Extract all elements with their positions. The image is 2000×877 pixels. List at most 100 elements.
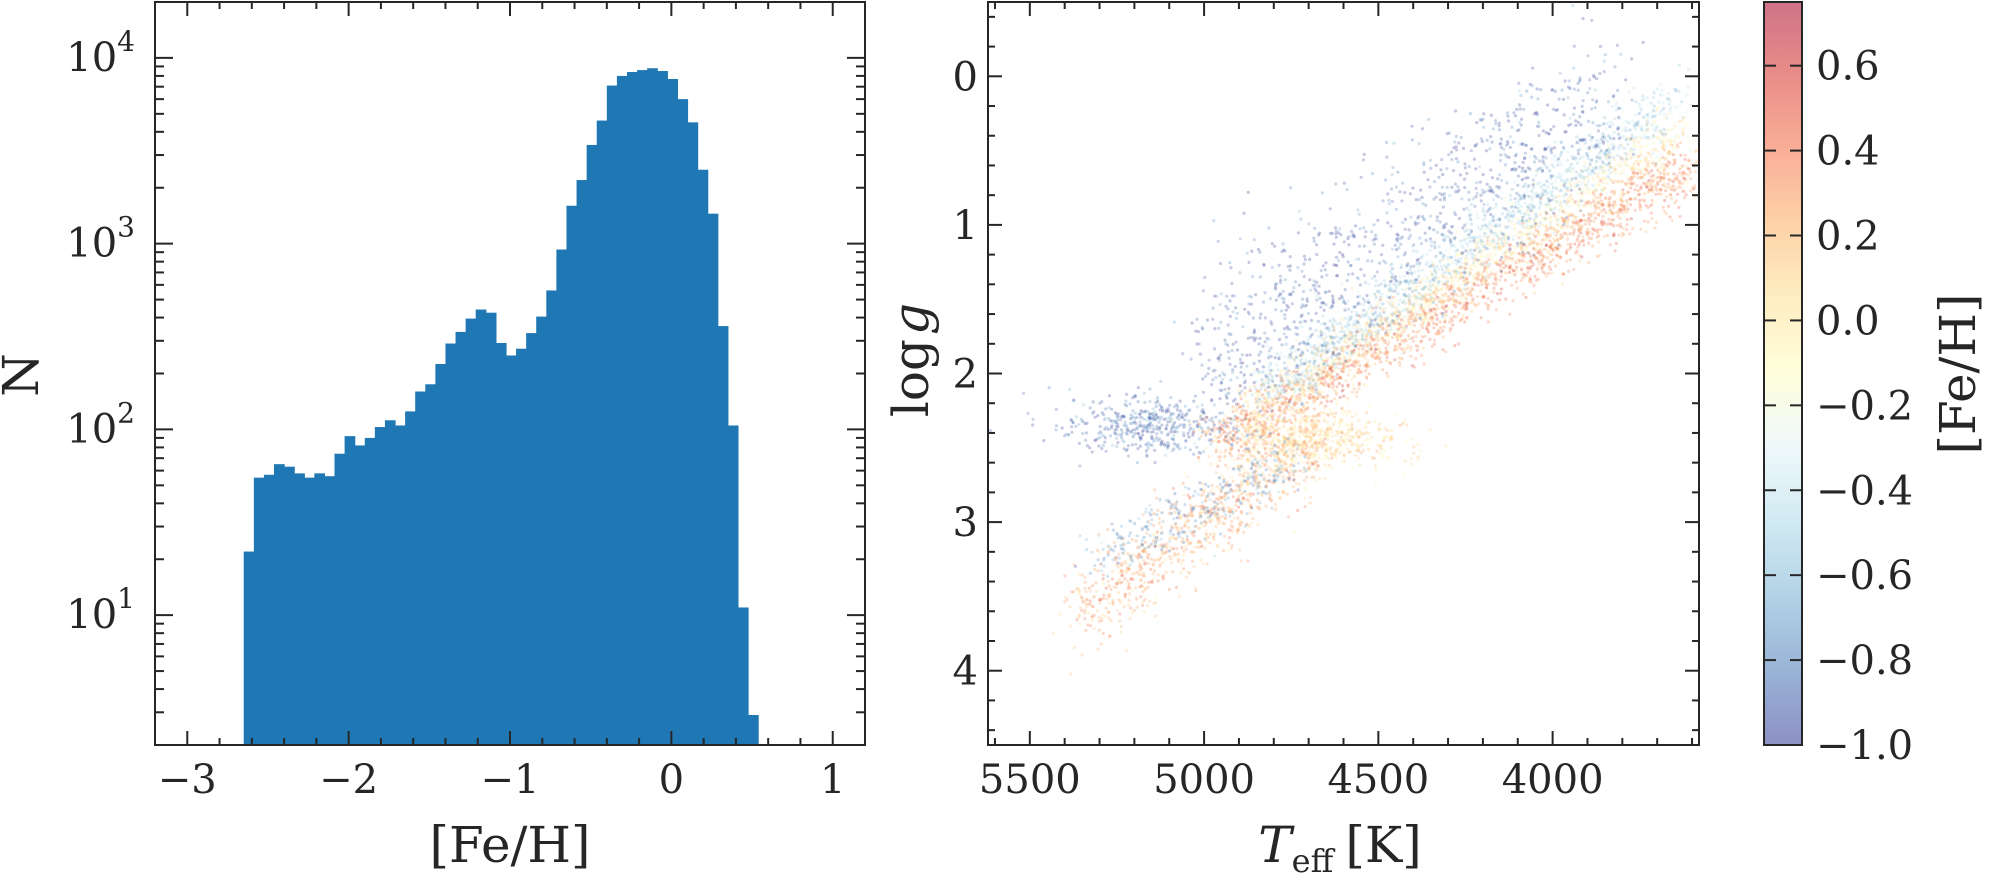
scatter-point <box>1255 367 1259 371</box>
scatter-point <box>1446 285 1450 290</box>
scatter-point <box>1355 360 1359 364</box>
scatter-point <box>1590 18 1594 22</box>
scatter-point <box>1338 395 1342 399</box>
scatter-point <box>1447 298 1451 302</box>
scatter-point <box>1491 224 1495 228</box>
scatter-point <box>1404 294 1408 298</box>
scatter-point <box>1350 363 1354 367</box>
scatter-point <box>1279 380 1283 384</box>
scatter-point <box>1662 148 1666 152</box>
scatter-point <box>1218 455 1223 459</box>
scatter-point <box>1320 349 1324 353</box>
scatter-point <box>1669 140 1673 144</box>
scatter-point <box>1264 394 1268 399</box>
scatter-point <box>1593 188 1597 192</box>
scatter-point <box>1568 212 1572 216</box>
scatter-point <box>1536 229 1540 233</box>
scatter-point <box>1548 245 1552 249</box>
scatter-point <box>1320 191 1324 195</box>
scatter-point <box>1388 283 1392 287</box>
scatter-point <box>1578 259 1582 263</box>
scatter-point <box>1519 117 1524 121</box>
scatter-point <box>1610 165 1614 170</box>
scatter-point <box>1508 270 1512 274</box>
scatter-point <box>1576 180 1581 184</box>
scatter-point <box>1640 170 1644 174</box>
scatter-point <box>1357 353 1361 357</box>
scatter-point <box>1611 193 1615 197</box>
scatter-point <box>1397 345 1401 350</box>
scatter-point <box>1487 290 1491 294</box>
scatter-point <box>1603 196 1608 200</box>
scatter-point <box>1510 187 1514 191</box>
scatter-point <box>1431 278 1435 282</box>
scatter-point <box>1418 284 1422 288</box>
scatter-point <box>1495 260 1499 264</box>
scatter-point <box>1404 288 1408 292</box>
scatter-point <box>1607 217 1611 222</box>
scatter-point <box>1608 243 1612 247</box>
histogram-bar <box>384 420 396 745</box>
scatter-point <box>1586 186 1590 190</box>
scatter-point <box>1607 175 1611 179</box>
scatter-point <box>1622 226 1626 231</box>
scatter-point <box>1427 324 1432 328</box>
scatter-point <box>1609 210 1613 214</box>
scatter-point <box>1624 151 1628 156</box>
histogram-bar <box>485 312 497 745</box>
scatter-point <box>1560 150 1564 154</box>
scatter-point <box>1307 390 1311 395</box>
scatter-point <box>1356 354 1360 358</box>
scatter-point <box>1365 362 1369 366</box>
scatter-point <box>1645 123 1649 127</box>
scatter-point <box>1667 204 1671 208</box>
scatter-point <box>1389 311 1393 315</box>
scatter-point <box>1600 222 1604 226</box>
scatter-point <box>1664 189 1668 193</box>
scatter-point <box>1489 251 1493 255</box>
scatter-point <box>1671 180 1675 184</box>
scatter-point <box>1541 263 1545 267</box>
scatter-point <box>1520 247 1524 251</box>
scatter-point <box>1318 410 1323 415</box>
scatter-point <box>1687 159 1691 163</box>
scatter-point <box>1432 228 1436 232</box>
scatter-point <box>1335 402 1339 406</box>
scatter-point <box>1441 301 1445 305</box>
scatter-point <box>1377 290 1381 294</box>
scatter-point <box>1621 200 1625 204</box>
scatter-point <box>1485 278 1489 282</box>
scatter-point <box>1661 183 1665 187</box>
scatter-point <box>1341 370 1345 374</box>
scatter-point <box>1587 261 1591 265</box>
scatter-point <box>1336 366 1340 370</box>
scatter-point <box>1624 78 1628 82</box>
scatter-point <box>1599 193 1603 197</box>
scatter-point <box>1282 361 1286 365</box>
scatter-point <box>1587 190 1592 194</box>
scatter-point <box>1630 197 1634 201</box>
scatter-point <box>1263 427 1267 431</box>
scatter-point <box>1574 176 1578 180</box>
scatter-point <box>1664 163 1668 167</box>
scatter-point <box>1243 399 1247 403</box>
scatter-point <box>1485 225 1489 229</box>
scatter-point <box>1441 329 1445 333</box>
scatter-point <box>1264 421 1268 425</box>
scatter-point <box>1317 291 1321 295</box>
histogram-bar <box>647 68 658 746</box>
scatter-point <box>1450 310 1454 314</box>
scatter-point <box>1515 191 1519 195</box>
scatter-point <box>1295 380 1299 384</box>
scatter-point <box>1409 348 1413 352</box>
scatter-point <box>1553 140 1557 144</box>
scatter-point <box>1598 194 1602 199</box>
scatter-point <box>1292 401 1296 405</box>
scatter-point <box>1280 379 1285 383</box>
scatter-point <box>1610 210 1614 215</box>
scatter-point <box>1525 190 1529 194</box>
scatter-point <box>1618 216 1622 220</box>
scatter-point <box>1610 178 1614 182</box>
scatter-point <box>1315 346 1319 350</box>
scatter-point <box>1601 131 1605 135</box>
